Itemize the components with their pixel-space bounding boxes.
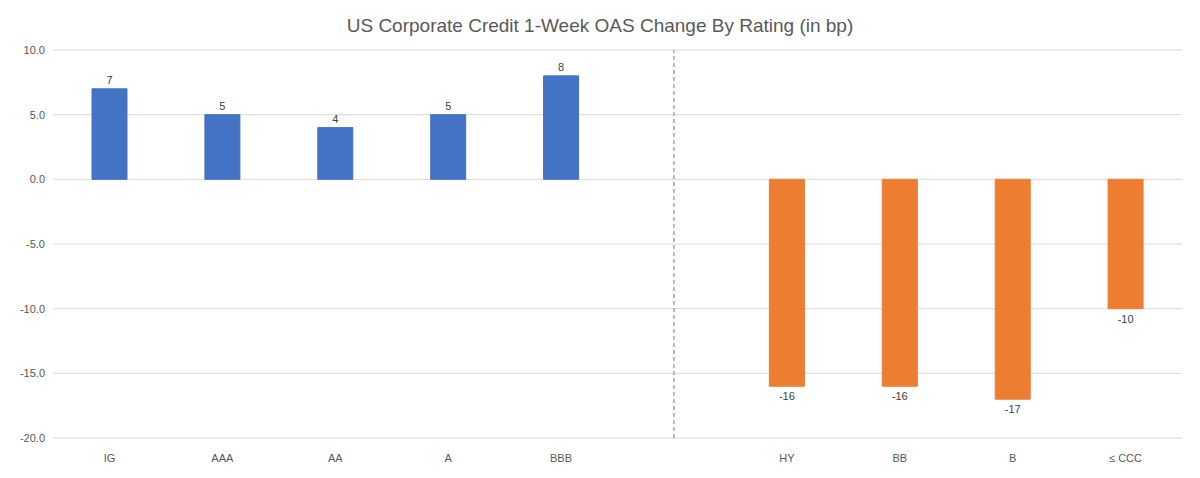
svg-text:HY: HY xyxy=(779,452,795,464)
svg-text:4: 4 xyxy=(332,113,338,125)
svg-text:7: 7 xyxy=(106,74,112,86)
svg-text:8: 8 xyxy=(558,61,564,73)
svg-text:-20.0: -20.0 xyxy=(20,432,45,444)
svg-text:5.0: 5.0 xyxy=(30,109,45,121)
svg-text:-16: -16 xyxy=(779,390,795,402)
html-text:US Corporate Credit 1-Week OAS: US Corporate Credit 1-Week OAS Change By… xyxy=(346,15,854,36)
svg-text:-17: -17 xyxy=(1005,403,1021,415)
svg-text:AA: AA xyxy=(328,452,343,464)
svg-text:-10.0: -10.0 xyxy=(20,303,45,315)
svg-text:-16: -16 xyxy=(892,390,908,402)
svg-text:10.0: 10.0 xyxy=(24,44,45,56)
svg-text:IG: IG xyxy=(104,452,116,464)
svg-text:0.0: 0.0 xyxy=(30,173,45,185)
svg-text:BB: BB xyxy=(892,452,907,464)
svg-text:BBB: BBB xyxy=(550,452,572,464)
svg-text:AAA: AAA xyxy=(211,452,234,464)
svg-text:-15.0: -15.0 xyxy=(20,367,45,379)
svg-text:5: 5 xyxy=(219,100,225,112)
svg-text:≤ CCC: ≤ CCC xyxy=(1109,452,1142,464)
svg-text:A: A xyxy=(444,452,452,464)
svg-text:B: B xyxy=(1009,452,1016,464)
svg-text:-5.0: -5.0 xyxy=(26,238,45,250)
svg-text:-10: -10 xyxy=(1118,313,1134,325)
svg-text:5: 5 xyxy=(445,100,451,112)
